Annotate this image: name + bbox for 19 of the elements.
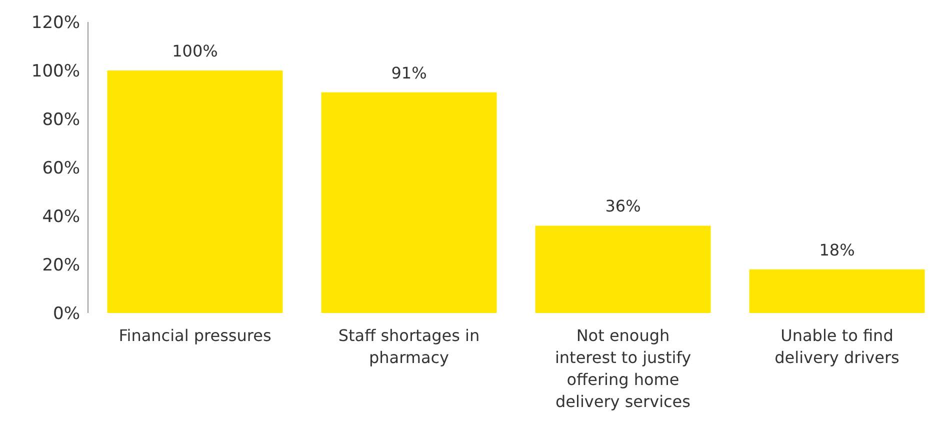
y-tick-label: 0%	[53, 304, 80, 324]
y-tick-label: 20%	[42, 255, 80, 276]
y-tick-label: 80%	[42, 110, 80, 130]
data-label: 100%	[172, 42, 218, 60]
data-label: 36%	[605, 196, 641, 216]
y-tick-label: 40%	[42, 206, 80, 227]
bar	[749, 269, 925, 313]
y-tick-label: 60%	[42, 158, 80, 178]
x-tick-label: Unable to find delivery drivers	[774, 326, 900, 367]
data-label: 91%	[391, 63, 427, 82]
y-tick-label: 120%	[31, 12, 80, 33]
y-tick-label: 100%	[31, 61, 80, 82]
x-tick-label: Not enough interest to justify offering home delivery services	[554, 326, 692, 411]
bar	[535, 226, 711, 313]
x-tick-label: Financial pressures	[118, 326, 272, 345]
bar	[107, 70, 283, 313]
bar	[321, 92, 497, 313]
x-tick-label: Staff shortages in pharmacy	[338, 326, 480, 367]
data-label: 18%	[819, 240, 855, 260]
